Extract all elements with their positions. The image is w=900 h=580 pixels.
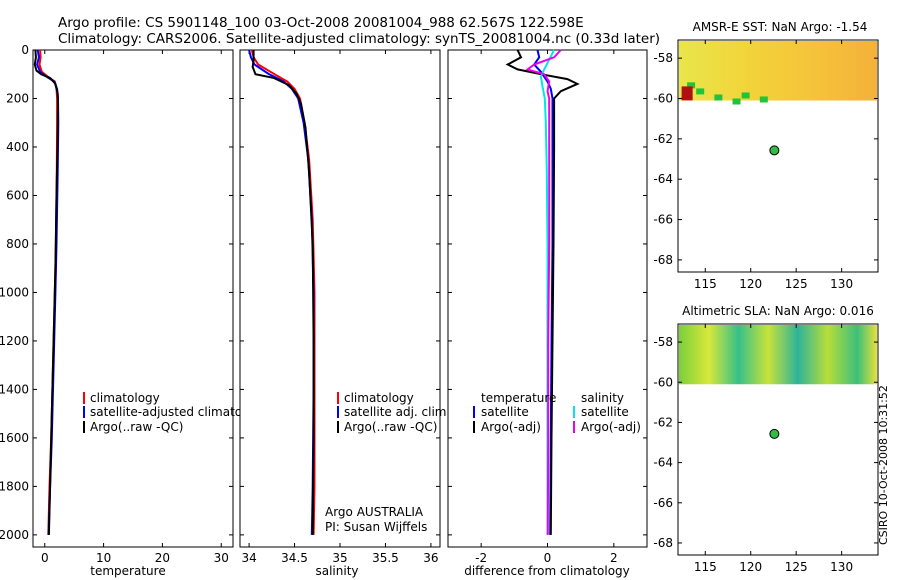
- x-tick-label: 20: [155, 551, 170, 565]
- temperature-legend: climatology satellite-adjusted climatolo…: [83, 391, 268, 434]
- x-tick-label: 125: [785, 560, 808, 574]
- figure-title-line1: Argo profile: CS 5901148_100 03-Oct-2008…: [58, 15, 584, 31]
- y-tick-label: 200: [6, 91, 29, 105]
- y-tick-label: 400: [6, 140, 29, 154]
- x-tick-label: 34.5: [281, 551, 308, 565]
- temperature-x-label: temperature: [90, 564, 165, 578]
- x-tick-label: 115: [694, 560, 717, 574]
- y-tick-label: -62: [653, 132, 673, 146]
- y-tick-label: -64: [653, 456, 673, 470]
- x-tick-label: 130: [830, 277, 853, 291]
- x-tick-label: 35: [332, 551, 347, 565]
- temperature-plot-frame: [32, 49, 234, 548]
- y-tick-label: -66: [653, 213, 673, 227]
- sst-map-panel: AMSR-E SST: NaN Argo: -1.54 115 120 125 130…: [653, 20, 879, 291]
- salinity-plot-frame: [239, 49, 441, 548]
- y-tick-label: 800: [6, 237, 29, 251]
- y-tick-label: -60: [653, 92, 673, 106]
- sst-ice-edge-cell: [732, 98, 741, 105]
- legend-label-argo: Argo(..raw -QC): [344, 420, 437, 434]
- y-tick-label: 1800: [0, 479, 29, 493]
- y-tick-label: -58: [653, 51, 673, 65]
- legend-label-climatology: climatology: [344, 391, 414, 405]
- y-tick-label: -68: [653, 536, 673, 550]
- pi-name-note: PI: Susan Wijffels: [325, 520, 427, 534]
- legend-title-salinity: salinity: [581, 391, 624, 405]
- sst-map-title: AMSR-E SST: NaN Argo: -1.54: [693, 20, 868, 34]
- x-tick-label: 120: [739, 560, 762, 574]
- series-argo-raw-qc-line: [251, 50, 315, 535]
- sla-map-title: Altimetric SLA: NaN Argo: 0.016: [682, 304, 874, 318]
- y-tick-label: -60: [653, 375, 673, 389]
- legend-label-satellite-adjusted: satellite-adjusted climatology: [90, 405, 268, 419]
- argo-australia-note: Argo AUSTRALIA: [325, 505, 424, 519]
- x-tick-label: 10: [96, 551, 111, 565]
- x-tick-label: 0: [41, 551, 49, 565]
- figure-title-line2: Climatology: CARS2006. Satellite-adjuste…: [58, 31, 660, 47]
- salinity-legend: climatology satellite adj. clim. Argo(..…: [337, 391, 450, 434]
- float-position-marker: [769, 428, 780, 439]
- difference-panel: -2 0 2 difference from climatology tempera…: [447, 49, 648, 578]
- difference-x-label: difference from climatology: [464, 564, 630, 578]
- legend-label-satellite-adj: satellite adj. clim.: [344, 405, 450, 419]
- x-tick-label: 2: [610, 551, 618, 565]
- legend-title-temperature: temperature: [481, 391, 556, 405]
- sst-ice-edge-cell: [714, 94, 723, 101]
- y-tick-label: -68: [653, 253, 673, 267]
- sst-ice-edge-cell: [687, 82, 696, 89]
- legend-label-argo: Argo(..raw -QC): [90, 420, 183, 434]
- sst-ice-edge-cell: [741, 92, 750, 99]
- sst-field: [679, 41, 877, 101]
- legend-label-salinity-satellite: satellite: [581, 405, 629, 419]
- y-tick-label: 1400: [0, 382, 29, 396]
- x-tick-label: 35.5: [372, 551, 399, 565]
- temperature-panel: 0 200 400 600 800 1000 1200 1400 1600 1800 2000 0 10…: [0, 43, 268, 578]
- sst-ice-edge-cell: [759, 96, 768, 103]
- x-tick-label: 125: [785, 277, 808, 291]
- sst-land-cell: [681, 86, 693, 101]
- y-tick-label: 2000: [0, 528, 29, 542]
- y-tick-label: -66: [653, 496, 673, 510]
- x-tick-label: 36: [423, 551, 438, 565]
- salinity-x-label: salinity: [315, 564, 358, 578]
- legend-label-climatology: climatology: [90, 391, 160, 405]
- float-position-marker: [769, 145, 780, 156]
- sla-map-panel: Altimetric SLA: NaN Argo: 0.016 115 120 12…: [653, 304, 879, 574]
- series-argo-raw-qc-line: [33, 49, 60, 535]
- legend-label-temperature-satellite: satellite: [481, 405, 529, 419]
- sst-ice-edge-cell: [696, 88, 705, 95]
- x-tick-label: 0: [544, 551, 552, 565]
- x-tick-label: -2: [475, 551, 487, 565]
- difference-legend: temperature satellite Argo(-adj) salinit…: [473, 391, 641, 434]
- y-tick-label: -62: [653, 415, 673, 429]
- sla-field: [679, 325, 877, 385]
- y-tick-label: -58: [653, 335, 673, 349]
- salinity-panel: 34 34.5 35 35.5 36 salinity climatology sate…: [239, 49, 450, 578]
- x-tick-label: 34: [241, 551, 256, 565]
- legend-label-salinity-argo: Argo(-adj): [581, 420, 641, 434]
- y-tick-label: 1000: [0, 285, 29, 299]
- x-tick-label: 120: [739, 277, 762, 291]
- y-tick-label: 1200: [0, 334, 29, 348]
- y-tick-label: 600: [6, 188, 29, 202]
- series-temperature-argo-adj-line: [505, 49, 580, 535]
- x-tick-label: 130: [830, 560, 853, 574]
- x-tick-label: 30: [214, 551, 229, 565]
- y-tick-label: 1600: [0, 431, 29, 445]
- series-salinity-argo-adj-line: [525, 49, 562, 535]
- legend-label-temperature-argo: Argo(-adj): [481, 420, 541, 434]
- csiro-timestamp: CSIRO 10-Oct-2008 10:31:52: [877, 385, 890, 545]
- y-tick-label: -64: [653, 172, 673, 186]
- y-tick-label: 0: [21, 43, 29, 57]
- x-tick-label: 115: [694, 277, 717, 291]
